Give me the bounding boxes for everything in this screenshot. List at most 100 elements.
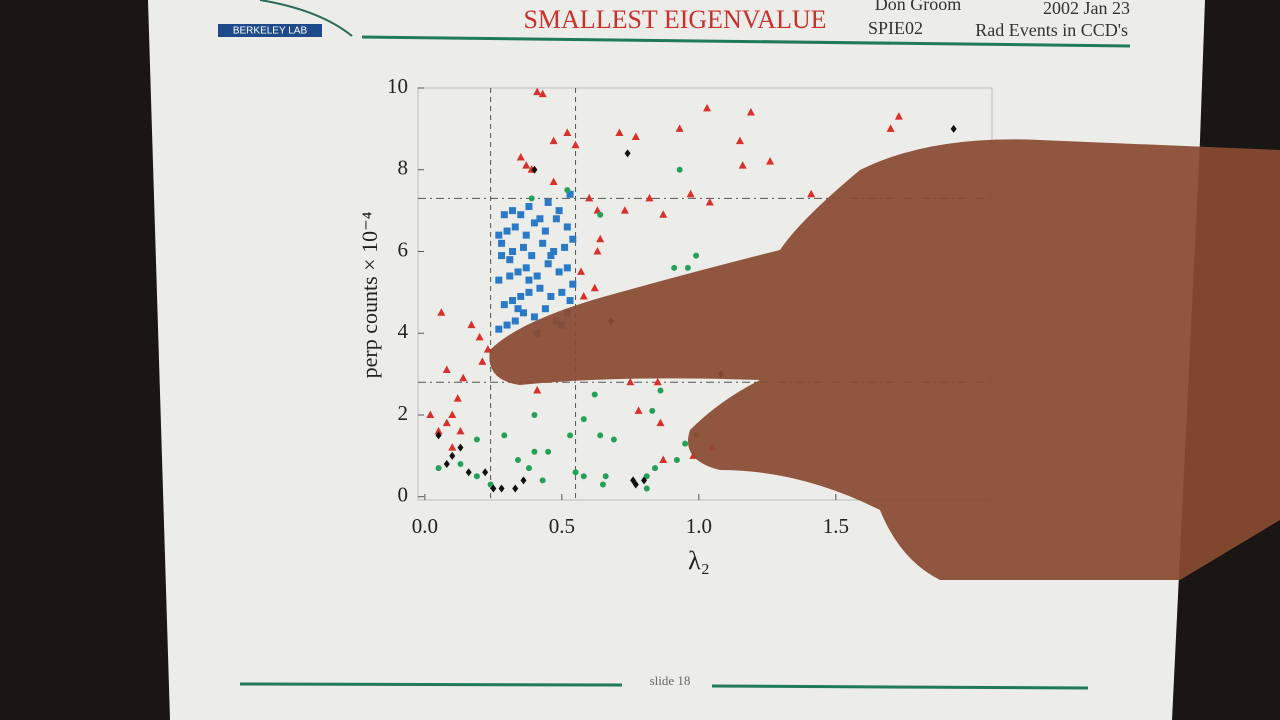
point — [735, 136, 744, 145]
x-tick-label: 1.0 — [686, 514, 712, 538]
point — [498, 484, 505, 493]
point — [541, 305, 549, 313]
point — [495, 231, 503, 239]
point — [566, 190, 574, 198]
point — [558, 288, 566, 296]
point — [435, 465, 442, 472]
point — [531, 411, 538, 418]
point — [506, 272, 514, 280]
point — [519, 243, 527, 251]
point — [533, 272, 541, 280]
point — [522, 161, 531, 169]
x-tick-label: 0.5 — [549, 514, 575, 538]
point — [514, 268, 522, 276]
point — [544, 260, 552, 268]
footer-rule — [711, 684, 1089, 690]
point — [807, 189, 816, 198]
point — [599, 481, 606, 488]
point — [547, 252, 555, 260]
point — [525, 276, 533, 284]
point — [475, 332, 484, 341]
point — [593, 206, 602, 214]
point — [886, 124, 895, 132]
point — [563, 223, 571, 231]
point — [506, 256, 514, 264]
point — [693, 252, 700, 259]
point — [442, 365, 451, 374]
point — [544, 198, 552, 206]
point — [514, 305, 522, 313]
point — [894, 112, 903, 120]
point — [579, 291, 588, 300]
logo-arc — [259, 0, 353, 37]
point — [536, 284, 544, 292]
point — [457, 443, 464, 452]
hand — [489, 139, 1280, 580]
point — [651, 465, 658, 472]
point — [519, 309, 527, 317]
point — [631, 132, 640, 141]
point — [563, 128, 572, 136]
point — [766, 157, 775, 165]
point — [552, 215, 560, 223]
point — [482, 468, 489, 477]
point — [545, 448, 552, 455]
point — [630, 476, 637, 485]
x-axis-label: λ₂ — [688, 546, 710, 575]
point — [448, 443, 457, 451]
point — [459, 373, 468, 382]
point — [503, 227, 511, 235]
y-tick-label: 8 — [398, 156, 409, 180]
point — [676, 166, 683, 173]
y-tick-label: 6 — [398, 237, 409, 261]
logo: BERKELEY LAB — [233, 26, 308, 37]
author: Don Groom — [875, 0, 962, 14]
point — [465, 468, 472, 477]
point — [426, 410, 435, 418]
point — [705, 197, 714, 206]
point — [483, 345, 492, 353]
heading: SMALLEST EIGENVALUE — [523, 5, 826, 34]
point — [511, 317, 519, 325]
header-rule — [361, 35, 1131, 48]
point — [555, 268, 563, 276]
x-tick-label: 1.5 — [823, 514, 849, 538]
point — [490, 484, 497, 493]
point — [590, 283, 599, 292]
point — [495, 276, 503, 284]
point — [437, 308, 446, 316]
point — [495, 325, 503, 333]
point — [571, 140, 580, 149]
point — [539, 239, 547, 247]
point — [675, 124, 684, 132]
plot: 0.0 0.5 1.0 1.5 0 2 4 6 8 10 — [387, 74, 992, 538]
point — [517, 211, 525, 219]
point — [645, 193, 654, 202]
point — [703, 103, 712, 112]
point — [541, 227, 549, 235]
point — [530, 219, 538, 227]
point — [569, 235, 577, 243]
point — [653, 377, 662, 386]
point — [520, 476, 527, 485]
point — [673, 456, 680, 463]
point — [528, 195, 535, 202]
point — [746, 108, 755, 116]
point — [572, 469, 579, 476]
point — [657, 387, 664, 394]
logo-box — [218, 24, 322, 37]
y-tick-label: 4 — [398, 319, 409, 343]
point — [533, 385, 542, 394]
date: 2002 Jan 23 — [1043, 0, 1130, 18]
point — [522, 231, 530, 239]
point — [448, 410, 457, 418]
point — [449, 451, 456, 460]
x-tick-label: 0.0 — [412, 514, 438, 538]
point — [525, 288, 533, 296]
point — [656, 418, 665, 427]
point — [515, 456, 522, 463]
point — [501, 432, 508, 439]
point — [533, 87, 542, 96]
point — [569, 280, 577, 288]
